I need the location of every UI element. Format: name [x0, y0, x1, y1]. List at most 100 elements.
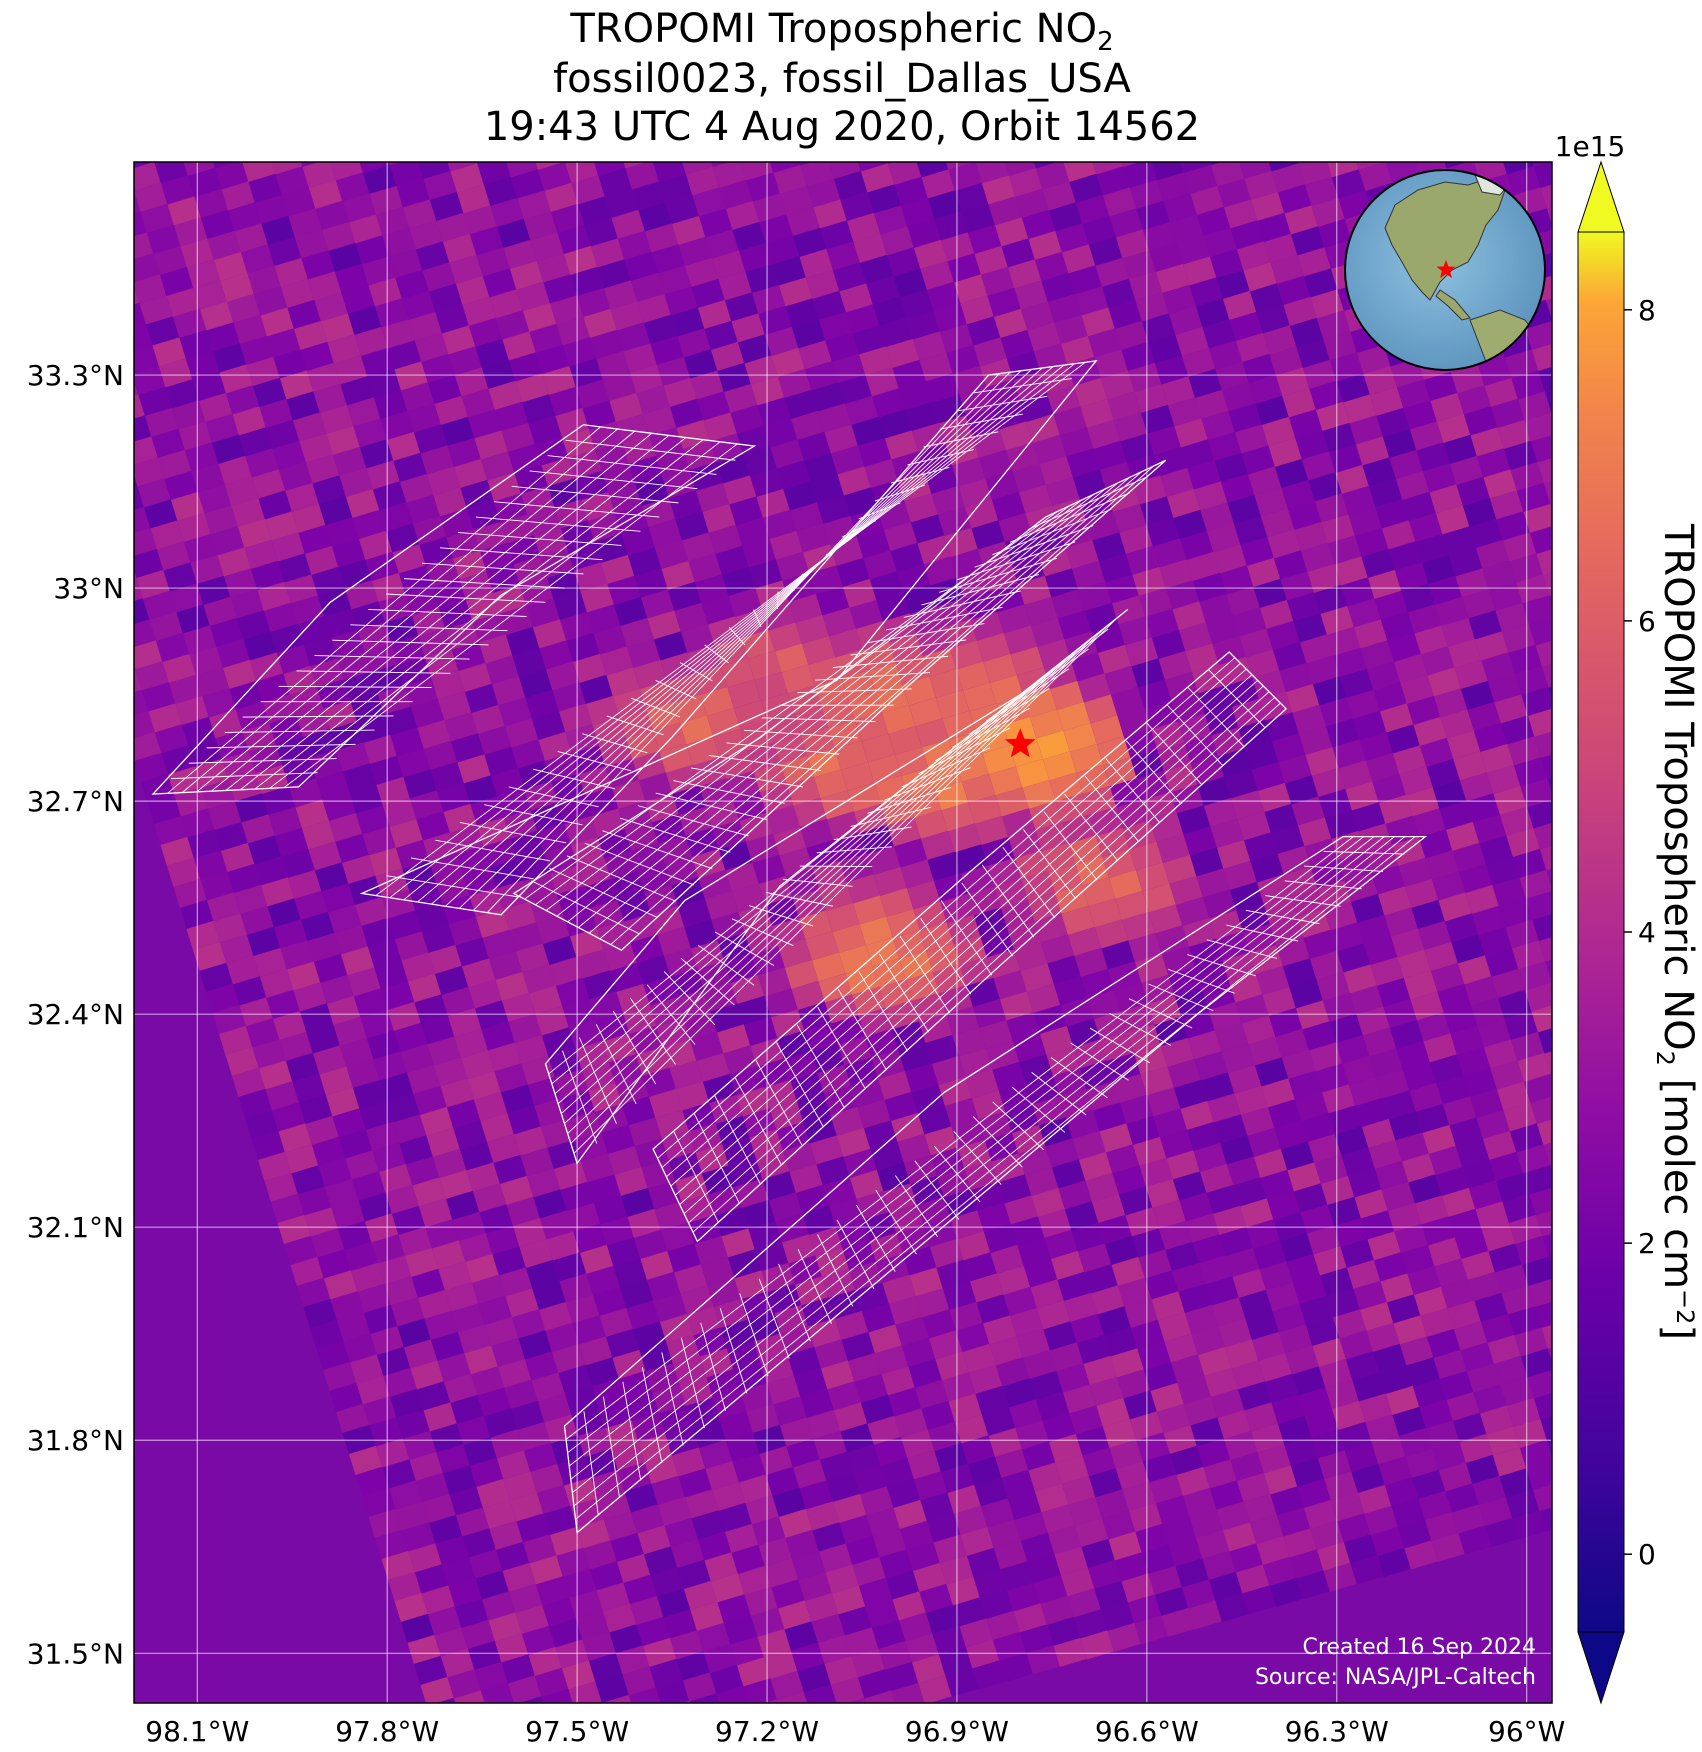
no2-pixel: [771, 1009, 805, 1039]
no2-pixel: [464, 775, 498, 805]
no2-pixel: [1298, 162, 1332, 186]
no2-pixel: [1286, 1253, 1320, 1284]
no2-pixel: [548, 478, 582, 508]
no2-pixel: [1045, 1138, 1079, 1168]
no2-pixel: [1308, 1133, 1342, 1164]
no2-pixel: [1452, 1504, 1486, 1534]
no2-pixel: [1256, 965, 1290, 996]
no2-pixel: [799, 818, 834, 849]
no2-pixel: [506, 1196, 540, 1227]
no2-pixel: [134, 731, 162, 762]
no2-pixel: [1461, 111, 1494, 140]
no2-pixel: [1534, 728, 1552, 759]
no2-pixel: [1267, 529, 1301, 559]
no2-pixel: [1124, 1298, 1158, 1329]
no2-pixel: [537, 823, 571, 853]
no2-pixel: [1514, 1327, 1548, 1357]
no2-pixel: [348, 305, 382, 336]
no2-pixel: [398, 1226, 432, 1257]
x-tick-label: 97.8°W: [335, 1715, 439, 1748]
no2-pixel: [177, 512, 211, 543]
no2-pixel: [738, 334, 772, 364]
no2-pixel: [606, 667, 640, 697]
no2-pixel: [828, 1289, 862, 1320]
no2-pixel: [1186, 551, 1220, 582]
no2-pixel: [597, 259, 631, 289]
no2-pixel: [960, 1526, 994, 1557]
no2-pixel: [503, 809, 538, 840]
no2-pixel: [880, 887, 914, 918]
no2-pixel: [1008, 829, 1042, 859]
no2-pixel: [434, 1627, 468, 1657]
no2-pixel: [1269, 1577, 1303, 1608]
no2-pixel: [698, 1439, 733, 1470]
no2-pixel: [223, 659, 257, 690]
no2-pixel: [1291, 226, 1325, 256]
no2-pixel: [154, 162, 188, 184]
no2-pixel: [314, 953, 348, 984]
x-tick-label: 97.2°W: [715, 1715, 819, 1748]
no2-pixel: [175, 695, 209, 726]
no2-pixel: [1300, 634, 1334, 664]
no2-pixel: [468, 409, 502, 439]
no2-pixel: [1212, 1297, 1246, 1327]
no2-pixel: [254, 286, 288, 316]
no2-pixel: [965, 1639, 1000, 1669]
no2-pixel: [616, 413, 650, 444]
no2-pixel: [516, 1513, 550, 1543]
no2-pixel: [384, 1276, 418, 1306]
no2-pixel: [140, 203, 174, 234]
colorbar-label: TROPOMI Tropospheric NO2 [molec cm−2]: [1651, 523, 1701, 1340]
no2-pixel: [301, 250, 335, 280]
no2-pixel: [701, 595, 735, 625]
no2-pixel: [884, 521, 918, 552]
no2-pixel: [826, 241, 860, 271]
no2-pixel: [1420, 737, 1454, 768]
no2-pixel: [1503, 532, 1537, 562]
no2-pixel: [544, 844, 578, 874]
no2-pixel: [1422, 1124, 1456, 1155]
no2-pixel: [451, 1303, 485, 1333]
no2-pixel: [1100, 461, 1134, 492]
no2-pixel: [1238, 1381, 1272, 1411]
no2-pixel: [502, 331, 536, 361]
no2-pixel: [1375, 499, 1409, 529]
no2-pixel: [1114, 412, 1148, 442]
no2-pixel: [1200, 502, 1234, 532]
y-tick-label: 31.8°N: [27, 1424, 124, 1457]
no2-pixel: [1418, 920, 1452, 951]
no2-pixel: [526, 1259, 560, 1290]
no2-pixel: [643, 406, 677, 436]
no2-pixel: [448, 1577, 482, 1608]
no2-pixel: [1058, 1180, 1092, 1210]
no2-pixel: [1169, 1537, 1203, 1567]
no2-pixel: [954, 274, 988, 304]
no2-pixel: [481, 1021, 515, 1051]
no2-pixel: [586, 604, 621, 634]
no2-pixel: [853, 1465, 887, 1495]
no2-pixel: [1532, 341, 1552, 372]
no2-pixel: [1486, 1426, 1520, 1456]
no2-pixel: [1217, 1409, 1251, 1440]
swath-col-line: [565, 439, 736, 461]
no2-pixel: [917, 535, 951, 565]
no2-pixel: [494, 1725, 527, 1752]
no2-pixel: [281, 848, 315, 879]
no2-pixel: [1221, 473, 1255, 504]
no2-pixel: [532, 710, 566, 741]
no2-pixel: [347, 967, 381, 997]
no2-pixel: [307, 362, 341, 393]
no2-pixel: [1480, 1405, 1514, 1435]
no2-pixel: [627, 638, 661, 669]
swath-col-line: [858, 971, 909, 1052]
no2-pixel: [913, 901, 947, 931]
no2-pixel: [1166, 1150, 1200, 1180]
no2-pixel: [314, 292, 348, 322]
no2-pixel: [1045, 568, 1079, 598]
no2-pixel: [787, 1346, 821, 1377]
no2-pixel: [838, 1606, 872, 1636]
no2-pixel: [873, 866, 907, 897]
no2-pixel: [1172, 601, 1206, 631]
no2-pixel: [780, 1325, 815, 1356]
no2-pixel: [570, 836, 605, 867]
